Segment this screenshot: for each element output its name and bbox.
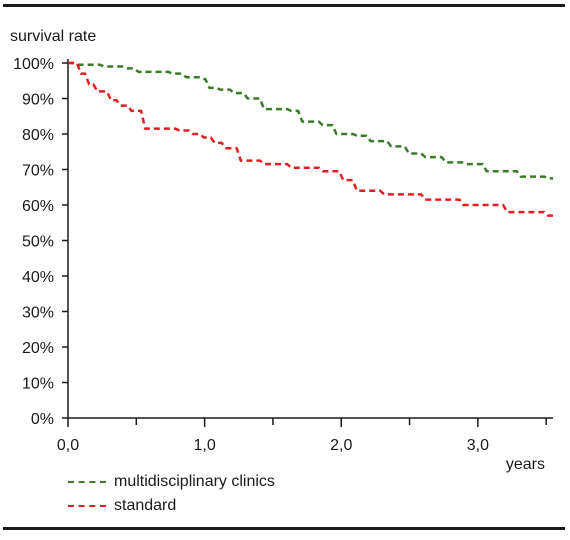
y-tick-label: 30% [22,305,54,322]
y-tick-label: 50% [22,234,54,251]
x-axis-label: years [506,456,545,473]
y-tick-label: 90% [22,92,54,109]
bottom-rule [3,527,565,530]
legend-item-multidisciplinary: multidisciplinary clinics [68,470,275,494]
legend-swatch-multidisciplinary [68,481,106,483]
legend-swatch-standard [68,505,106,507]
series-layer [68,61,553,217]
y-tick-label: 10% [22,376,54,393]
axes: 0% 10% 20% 30% 40% 50% 60% 70% 80% 90% 100% 0,0 1,0 2… [13,56,553,454]
y-tick-label: 20% [22,340,54,357]
x-tick-label: 0,0 [57,437,79,454]
legend-label-standard: standard [114,497,177,514]
legend-label-multidisciplinary: multidisciplinary clinics [114,473,275,490]
y-tick-label: 80% [22,127,54,144]
x-tick-label: 1,0 [193,437,215,454]
legend-item-standard: standard [68,494,275,518]
series-line-multidisciplinary [68,61,553,180]
x-tick-label: 3,0 [467,437,489,454]
y-axis-label: survival rate [10,28,96,45]
legend: multidisciplinary clinics standard [68,470,275,518]
series-line-standard [68,61,553,217]
y-tick-label: 0% [31,411,54,428]
y-tick-label: 70% [22,163,54,180]
y-tick-label: 60% [22,198,54,215]
y-tick-label: 40% [22,269,54,286]
y-tick-label: 100% [13,56,54,73]
x-tick-label: 2,0 [330,437,352,454]
top-rule [3,4,565,7]
